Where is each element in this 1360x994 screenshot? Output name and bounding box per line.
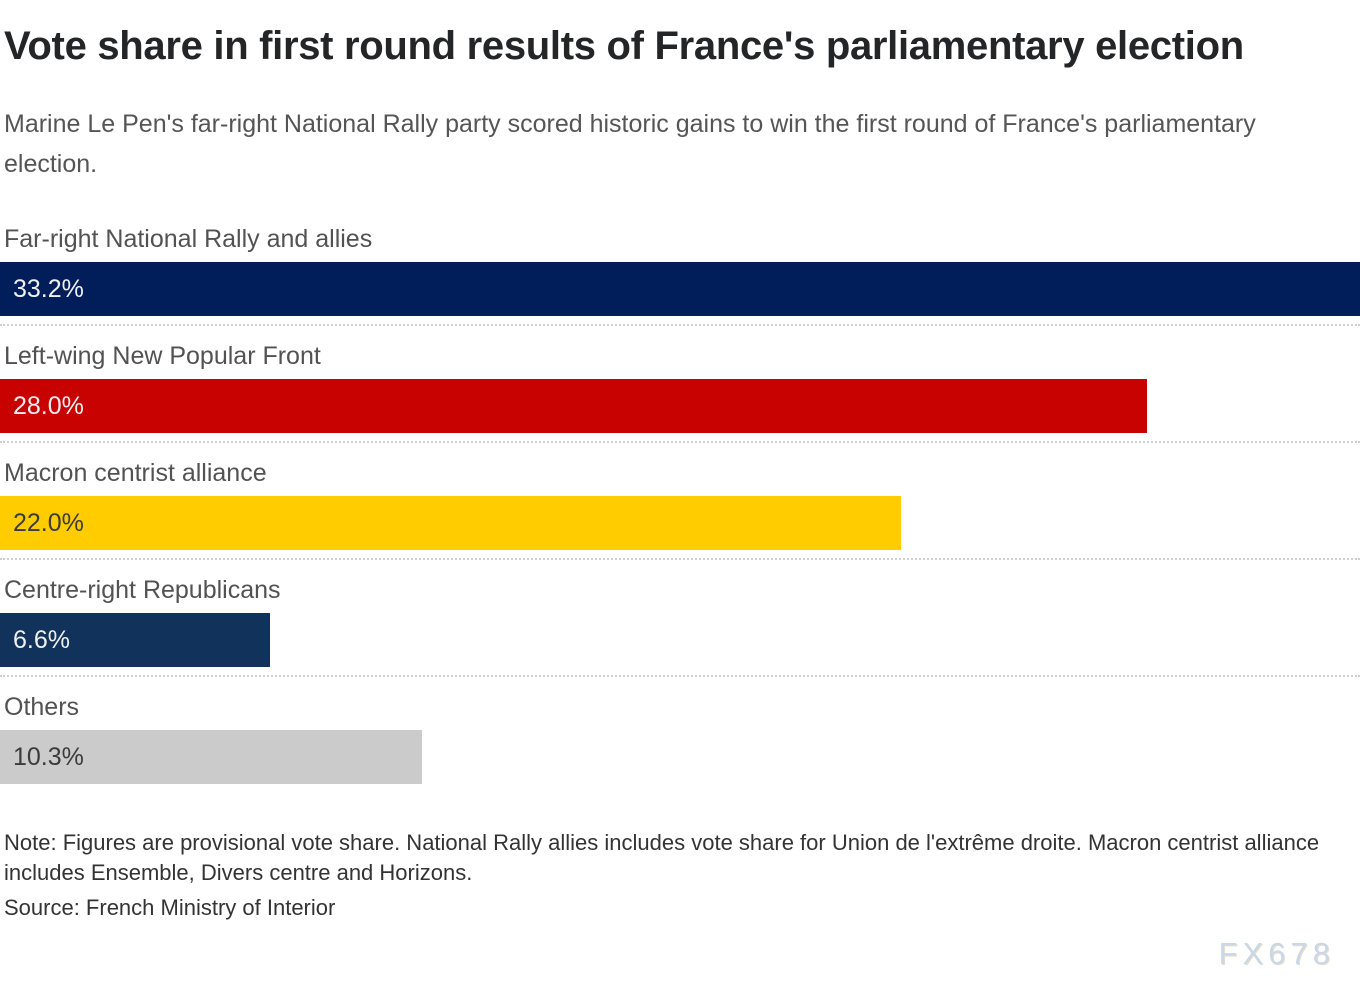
row-separator bbox=[0, 441, 1360, 443]
chart-row: Others 10.3% bbox=[0, 692, 1360, 784]
bar: 33.2% bbox=[0, 262, 1360, 316]
bar-track: 28.0% bbox=[0, 379, 1360, 433]
bar-value-label: 10.3% bbox=[13, 742, 84, 771]
bar: 6.6% bbox=[0, 613, 271, 667]
watermark: FX678 bbox=[1218, 936, 1335, 971]
bar-track: 10.3% bbox=[0, 730, 1360, 784]
chart-note: Note: Figures are provisional vote share… bbox=[4, 830, 1320, 885]
bar-category-label: Others bbox=[4, 693, 80, 721]
bar-track: 33.2% bbox=[0, 262, 1360, 316]
bar-category-label: Macron centrist alliance bbox=[4, 459, 267, 487]
row-separator bbox=[0, 558, 1360, 560]
row-separator bbox=[0, 675, 1360, 677]
bar: 28.0% bbox=[0, 379, 1147, 433]
chart-row: Centre-right Republicans 6.6% bbox=[0, 575, 1360, 677]
bar-track: 6.6% bbox=[0, 613, 1360, 667]
bar-value-label: 6.6% bbox=[13, 625, 70, 654]
bar-category-label: Centre-right Republicans bbox=[4, 576, 281, 604]
bar-value-label: 22.0% bbox=[13, 508, 84, 537]
bar-value-label: 28.0% bbox=[13, 391, 84, 420]
chart-row: Left-wing New Popular Front 28.0% bbox=[0, 341, 1360, 443]
bar-category-label: Far-right National Rally and allies bbox=[4, 225, 373, 253]
row-separator bbox=[0, 324, 1360, 326]
chart-subtitle: Marine Le Pen's far-right National Rally… bbox=[4, 110, 1256, 178]
chart-row: Far-right National Rally and allies 33.2… bbox=[0, 224, 1360, 326]
chart-row: Macron centrist alliance 22.0% bbox=[0, 458, 1360, 560]
chart-source: Source: French Ministry of Interior bbox=[4, 895, 336, 920]
bar-chart: Far-right National Rally and allies 33.2… bbox=[0, 224, 1360, 784]
chart-title: Vote share in first round results of Fra… bbox=[4, 24, 1244, 68]
bar-category-label: Left-wing New Popular Front bbox=[4, 342, 321, 370]
bar-track: 22.0% bbox=[0, 496, 1360, 550]
bar-value-label: 33.2% bbox=[13, 274, 84, 303]
bar: 22.0% bbox=[0, 496, 902, 550]
bar: 10.3% bbox=[0, 730, 422, 784]
